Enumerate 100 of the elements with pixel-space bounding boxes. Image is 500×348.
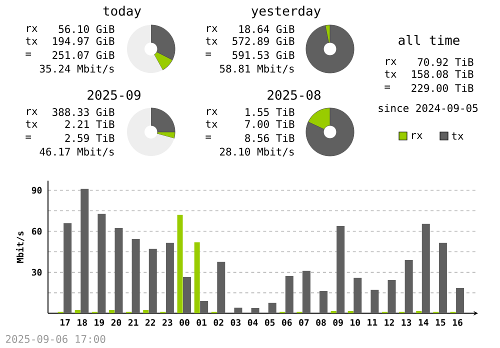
text: rx — [207, 109, 218, 115]
text: = — [26, 52, 32, 56]
x-tick-label: 05 — [264, 319, 275, 326]
x-tick-label: 14 — [418, 319, 428, 326]
text: 251.07 GiB — [52, 50, 114, 60]
bar — [143, 310, 149, 314]
x-tick-label: 00 — [180, 319, 190, 326]
x-tick-label: 08 — [316, 319, 326, 326]
bar — [285, 276, 294, 314]
chart-title: 2025-08 — [268, 90, 320, 100]
x-tick-label: 12 — [384, 319, 394, 326]
bar — [64, 223, 72, 314]
bar — [132, 238, 140, 314]
x-tick-label: 18 — [78, 319, 87, 326]
text: 591.53 GiB — [232, 50, 294, 60]
x-tick-label: 01 — [196, 319, 207, 326]
bar — [404, 260, 413, 314]
bar — [370, 290, 379, 314]
bar — [217, 262, 226, 314]
x-tick-label: 07 — [299, 319, 309, 326]
text: = — [384, 86, 390, 89]
text: 2025-09-06 17:00 — [6, 335, 106, 343]
x-tick-label: 15 — [436, 319, 446, 326]
bar — [74, 310, 80, 314]
y-axis-title: Mbit/s — [16, 232, 24, 263]
text: tx — [26, 120, 38, 128]
chart-title: today — [103, 6, 141, 18]
text: 70.92 TiB — [418, 58, 474, 66]
bar — [148, 248, 157, 314]
x-tick-label: 21 — [128, 319, 138, 326]
bar — [388, 280, 396, 314]
text: 28.10 Mbit/s — [220, 148, 294, 156]
text: rx — [27, 26, 38, 32]
bar — [268, 302, 276, 314]
text: 388.33 GiB — [52, 108, 114, 116]
text: rx — [207, 26, 218, 32]
x-tick-label: 16 — [452, 319, 462, 326]
x-tick-label: 06 — [282, 319, 292, 326]
bar — [320, 291, 328, 314]
bar — [114, 228, 123, 314]
text: rx — [27, 109, 38, 115]
legend-label: tx — [452, 132, 464, 140]
text: 2.21 TiB — [65, 120, 114, 128]
text: = — [26, 136, 32, 139]
text: = — [206, 52, 212, 56]
legend-label: rx — [412, 133, 422, 139]
text: 46.17 Mbit/s — [40, 148, 114, 156]
x-tick-label: 02 — [214, 319, 224, 326]
bar — [200, 300, 208, 314]
x-tick-label: 23 — [162, 319, 172, 326]
text: 572.89 GiB — [232, 36, 294, 46]
x-tick-label: 11 — [368, 319, 378, 326]
text: rx — [386, 59, 396, 65]
text: 7.00 TiB — [245, 120, 294, 128]
y-tick-label: 90 — [32, 186, 42, 194]
x-tick-label: 03 — [230, 319, 241, 326]
text: 8.56 TiB — [245, 134, 294, 142]
chart-title: 2025-09 — [88, 90, 140, 100]
bar — [166, 242, 174, 314]
bar — [109, 310, 115, 314]
text: tx — [384, 70, 396, 78]
text: 18.64 GiB — [239, 24, 294, 34]
y-tick-label: 60 — [32, 228, 42, 235]
bar — [302, 270, 310, 314]
text: 229.00 TiB — [412, 84, 474, 92]
text: since 2024-09-05 — [378, 104, 478, 112]
x-tick-label: 20 — [111, 319, 122, 326]
bar — [251, 308, 260, 314]
bar — [177, 214, 183, 314]
text: 2.59 TiB — [65, 134, 114, 142]
chart-title: yesterday — [252, 6, 321, 18]
bar — [234, 308, 242, 314]
bar — [456, 288, 464, 314]
y-tick-label: 30 — [32, 268, 42, 276]
x-tick-label: 19 — [94, 319, 104, 326]
bar — [194, 242, 200, 314]
bar — [183, 276, 192, 314]
text: 58.81 Mbit/s — [220, 64, 294, 74]
bar — [354, 278, 362, 314]
text: 158.08 TiB — [412, 70, 474, 78]
text: 194.97 GiB — [53, 36, 114, 46]
text: 35.24 Mbit/s — [40, 64, 114, 74]
text: 56.10 GiB — [58, 24, 114, 34]
text: = — [206, 136, 212, 139]
bar — [336, 226, 345, 314]
text: 1.55 TiB — [246, 108, 294, 116]
text: tx — [206, 37, 218, 45]
text: all time — [398, 34, 460, 46]
bar — [438, 242, 447, 314]
bar — [422, 224, 430, 314]
bar — [80, 188, 89, 314]
x-tick-label: 09 — [333, 319, 343, 326]
bar — [98, 214, 106, 314]
text: tx — [206, 120, 218, 128]
x-tick-label: 13 — [402, 319, 412, 326]
text: tx — [26, 37, 38, 45]
x-tick-label: 04 — [248, 319, 258, 326]
x-tick-label: 17 — [60, 319, 70, 326]
x-tick-label: 10 — [350, 319, 360, 326]
x-tick-label: 22 — [145, 319, 156, 326]
